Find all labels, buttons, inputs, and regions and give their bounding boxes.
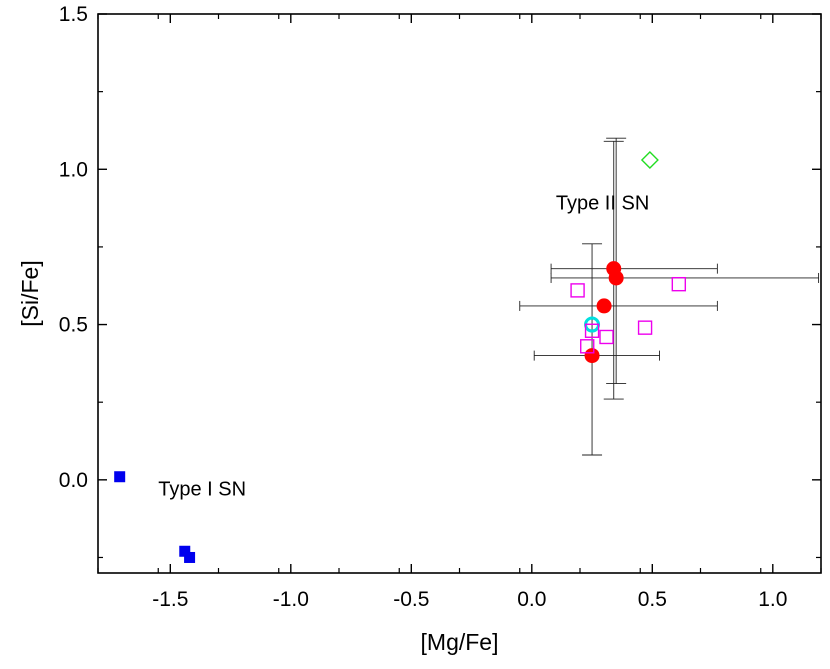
data-point-open-square xyxy=(671,276,687,292)
data-point-filled-circle xyxy=(584,348,600,364)
data-point-filled-circle xyxy=(608,270,624,286)
y-tick-label: 1.0 xyxy=(59,158,88,181)
data-point-open-square xyxy=(584,323,600,338)
annotation-type-ii-sn: Type II SN xyxy=(556,193,649,215)
data-point-filled-square xyxy=(184,551,196,563)
data-point-filled-square xyxy=(114,471,126,483)
x-tick-label: -1.5 xyxy=(152,588,188,611)
data-point-open-square xyxy=(637,320,653,335)
data-point-open-square xyxy=(599,329,614,345)
x-tick-label: 0.5 xyxy=(638,588,667,611)
markers-layer xyxy=(114,150,687,563)
annotation-type-i-sn: Type I SN xyxy=(158,478,246,500)
y-axis-title: [Si/Fe] xyxy=(17,260,43,326)
x-tick-label: -0.5 xyxy=(393,588,429,611)
tick-labels: -1.5 -1.0 -0.5 0.0 0.5 1.0 0.0 0.5 1.0 1.5 xyxy=(59,3,788,611)
data-point-open-square xyxy=(570,283,585,298)
data-point-filled-circle xyxy=(596,298,612,314)
x-tick-label: 1.0 xyxy=(758,588,787,611)
y-tick-label: 1.5 xyxy=(59,3,88,26)
data-point-open-square xyxy=(580,339,595,354)
y-tick-label: 0.0 xyxy=(59,469,88,492)
x-tick-label: 0.0 xyxy=(517,588,546,611)
x-tick-label: -1.0 xyxy=(273,588,309,611)
x-axis-title: [Mg/Fe] xyxy=(421,629,499,655)
data-point-filled-square xyxy=(179,545,191,557)
error-bars-layer xyxy=(519,137,820,456)
data-point-open-diamond xyxy=(640,150,659,169)
axis-ticks xyxy=(97,13,822,573)
y-tick-label: 0.5 xyxy=(59,314,88,337)
